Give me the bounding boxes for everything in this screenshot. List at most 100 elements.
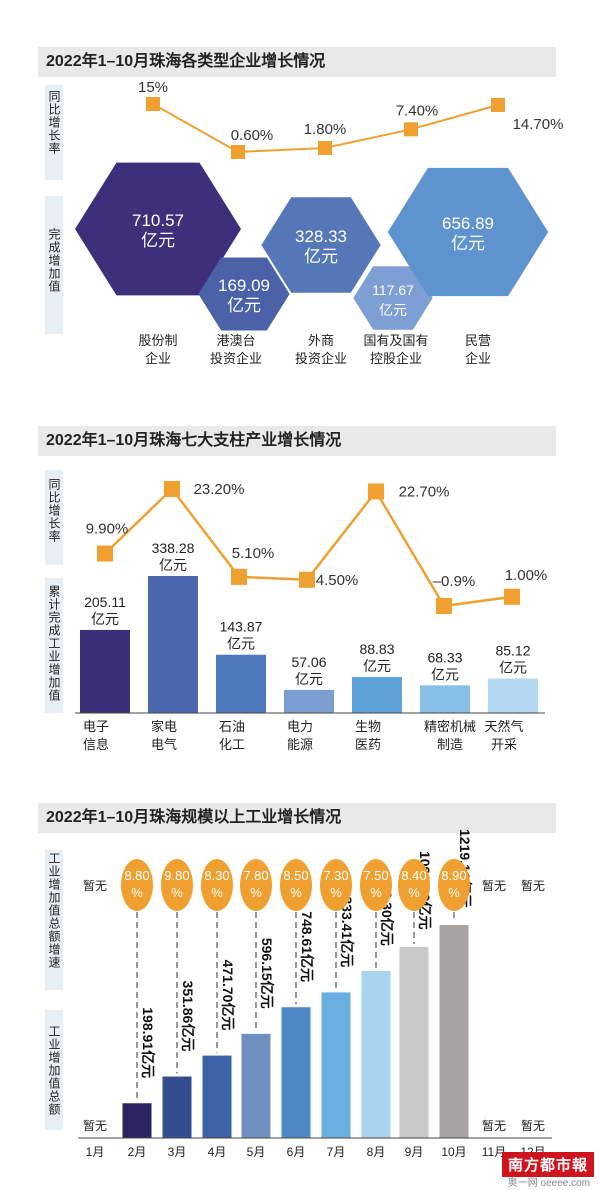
chart3-growth-label: 7.50 — [363, 868, 388, 883]
chart3-growth-label: % — [211, 885, 223, 900]
chart1-value-hexagon — [198, 257, 290, 331]
chart1-value-hexagon — [261, 197, 381, 293]
chart2-row1-bar — [45, 470, 63, 565]
chart2-growth-marker — [97, 545, 113, 562]
chart3-row1-label: 工业增加值总额增速 — [47, 852, 61, 969]
chart1-value-label: 亿元 — [227, 296, 261, 315]
chart3-growth-badge — [240, 859, 272, 911]
chart3-growth-label: % — [131, 885, 143, 900]
chart1-value-hexagon — [75, 162, 241, 296]
chart1-value-label: 亿元 — [379, 302, 407, 318]
brand-subtitle: 奥一网 oeeee.com — [507, 1178, 590, 1189]
chart2-row1-label: 同比增长率 — [47, 478, 61, 543]
chart1-category-label: 外商 — [308, 333, 334, 348]
chart2-category-label: 电子 — [83, 719, 109, 734]
chart3-growth-label: % — [171, 885, 183, 900]
chart3-nodata-label: 暂无 — [482, 1119, 506, 1133]
chart3-growth-label: 7.30 — [323, 868, 348, 883]
chart3-month-label: 2月 — [128, 1145, 147, 1159]
chart3-nodata-label: 暂无 — [521, 879, 545, 893]
chart3-growth-badge — [121, 859, 153, 911]
chart1-value-label: 710.57 — [132, 211, 184, 230]
chart3-value-label: 748.61亿元 — [299, 911, 315, 982]
chart3-growth-label: 8.50 — [283, 868, 308, 883]
chart1-growth-label: 1.80% — [304, 121, 347, 138]
chart1-category-label: 企业 — [145, 351, 171, 366]
chart2-category-label: 家电 — [151, 719, 177, 734]
chart1-category-label: 股份制 — [138, 333, 177, 348]
chart1-growth-label: 14.70% — [513, 116, 564, 133]
chart3-growth-label: % — [370, 885, 382, 900]
chart3-title: 2022年1–10月珠海规模以上工业增长情况 — [38, 803, 556, 833]
chart2-category-label: 精密机械 — [424, 719, 476, 734]
chart2-value-label: 亿元 — [227, 636, 255, 652]
chart2-category-label: 化工 — [219, 737, 245, 752]
chart2-value-label: 亿元 — [499, 660, 527, 676]
chart1-value-label: 117.67 — [372, 282, 414, 298]
chart2-growth-marker — [436, 598, 452, 614]
chart3-value-bar — [321, 992, 351, 1138]
chart3-growth-badge — [438, 859, 470, 911]
chart2-value-label: 亿元 — [91, 611, 119, 627]
chart3-nodata-label: 暂无 — [83, 1119, 107, 1133]
chart2-plot: 9.90% 23.20% 5.10% 4.50% 22.70% –0.9% 1.00% 205… — [75, 481, 547, 752]
chart2-growth-marker — [504, 588, 520, 605]
chart3-row2-label: 工业增加值总额 — [47, 1025, 61, 1116]
chart2-category-label: 电力 — [287, 719, 313, 734]
chart3-nodata-label: 暂无 — [482, 879, 506, 893]
chart2-category-label: 能源 — [287, 737, 313, 752]
chart1-value-label: 亿元 — [451, 234, 485, 253]
chart1-title: 2022年1–10月珠海各类型企业增长情况 — [38, 47, 556, 77]
chart2-category-label: 信息 — [83, 737, 109, 752]
chart2-value-label: 57.06 — [291, 654, 326, 670]
chart2-growth-label: 5.10% — [232, 545, 275, 562]
chart2-growth-label: 9.90% — [86, 521, 129, 538]
chart3-nodata-label: 暂无 — [83, 879, 107, 893]
chart3-month-label: 11月 — [482, 1145, 506, 1159]
chart3-growth-label: 8.30 — [204, 868, 229, 883]
chart3-growth-label: 8.90 — [441, 868, 466, 883]
chart1-row2-label: 完成增加值 — [47, 228, 61, 293]
chart1-value-hexagon — [353, 266, 433, 330]
chart1-plot: 15%0.60% 1.80%7.40%14.70%710.57亿元169.09亿元… — [75, 79, 564, 366]
chart2-value-label: 205.11 — [84, 594, 126, 610]
chart1-category-label: 企业 — [465, 351, 491, 366]
chart1-category-label: 投资企业 — [210, 351, 262, 366]
chart3-month-label: 7月 — [327, 1145, 346, 1159]
chart2-value-label: 338.28 — [152, 540, 195, 556]
chart3-nodata-label: 暂无 — [521, 1119, 545, 1133]
chart2-value-label: 亿元 — [295, 671, 323, 687]
chart2-value-bar — [216, 654, 266, 713]
chart3-month-label: 5月 — [247, 1145, 266, 1159]
chart3-month-label: 1月 — [86, 1145, 105, 1159]
chart3-month-label: 4月 — [208, 1145, 227, 1159]
chart3-growth-label: % — [250, 885, 262, 900]
chart3-growth-badge — [360, 859, 392, 911]
chart3-value-label: 351.86亿元 — [180, 981, 196, 1052]
chart2-growth-label: 22.70% — [399, 483, 450, 500]
chart1-row2-bar — [45, 196, 63, 334]
chart3-month-label: 10月 — [441, 1145, 466, 1159]
chart2-category-label: 开采 — [491, 737, 517, 752]
chart2-growth-marker — [164, 481, 180, 497]
chart2-value-label: 88.83 — [359, 641, 394, 657]
chart1-value-label: 亿元 — [304, 247, 338, 266]
chart3-value-label: 596.15亿元 — [259, 938, 275, 1009]
chart1-row1-bar — [45, 85, 63, 180]
chart3-growth-badge — [280, 859, 312, 911]
chart2-growth-label: –0.9% — [433, 573, 476, 590]
chart3-growth-badge — [398, 859, 430, 911]
chart3-row2-bar — [45, 1010, 63, 1130]
chart2-value-label: 85.12 — [495, 643, 530, 659]
chart3-value-bar — [361, 970, 391, 1138]
chart2-value-bar — [420, 685, 470, 713]
chart1-growth-label: 7.40% — [396, 102, 439, 119]
chart2-row2-bar — [45, 578, 63, 713]
chart3-growth-label: 7.80 — [243, 868, 268, 883]
chart3-growth-label: % — [448, 885, 460, 900]
chart3-growth-badge — [161, 859, 193, 911]
chart3-value-bar — [241, 1033, 271, 1138]
chart1-category-label: 民营 — [465, 333, 491, 348]
chart3-month-label: 8月 — [367, 1145, 386, 1159]
